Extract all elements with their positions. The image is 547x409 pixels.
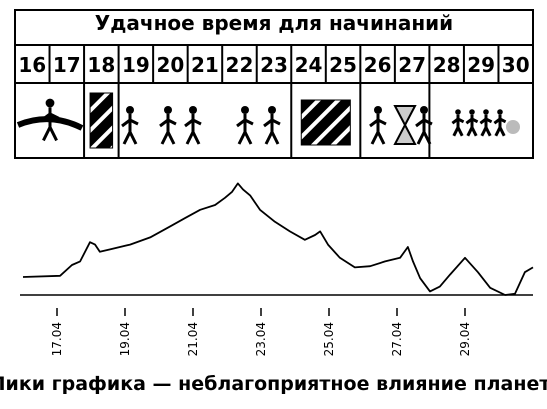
icon xyxy=(455,109,461,115)
icon xyxy=(465,114,479,137)
x-tick-label: 21.04 xyxy=(186,322,200,356)
icon xyxy=(415,114,433,145)
day-label: 22 xyxy=(226,53,254,77)
x-tick-label: 17.04 xyxy=(50,322,64,356)
x-tick-label: 29.04 xyxy=(458,322,472,356)
hatched-box xyxy=(300,99,351,146)
icon xyxy=(393,105,417,145)
icon xyxy=(451,114,465,137)
icon xyxy=(236,114,254,145)
x-tick-label: 25.04 xyxy=(322,322,336,356)
icon xyxy=(189,106,197,114)
day-label: 16 xyxy=(18,53,46,77)
icon xyxy=(479,114,493,137)
icon xyxy=(369,114,387,145)
day-label: 19 xyxy=(122,53,150,77)
icon xyxy=(45,98,55,108)
day-label: 28 xyxy=(433,53,461,77)
hatched-box xyxy=(89,92,114,149)
icon xyxy=(40,107,60,142)
table-title: Удачное время для начинаний xyxy=(95,11,453,35)
day-label: 29 xyxy=(467,53,495,77)
day-label: 25 xyxy=(329,53,357,77)
icon xyxy=(493,114,507,137)
day-label: 26 xyxy=(364,53,392,77)
icon xyxy=(263,114,281,145)
icon xyxy=(164,106,172,114)
icon xyxy=(469,109,475,115)
icon xyxy=(126,106,134,114)
x-tick-label: 27.04 xyxy=(390,322,404,356)
day-label: 21 xyxy=(191,53,219,77)
data-line xyxy=(22,182,534,296)
icon xyxy=(241,106,249,114)
icon xyxy=(184,114,202,145)
icon xyxy=(268,106,276,114)
icon xyxy=(374,106,382,114)
x-tick-label: 23.04 xyxy=(254,322,268,356)
day-label: 24 xyxy=(295,53,323,77)
day-label: 23 xyxy=(260,53,288,77)
icon xyxy=(483,109,489,115)
day-label: 17 xyxy=(53,53,81,77)
icon xyxy=(506,120,520,134)
day-label: 18 xyxy=(87,53,115,77)
icon xyxy=(121,114,139,145)
day-label: 27 xyxy=(398,53,426,77)
day-label: 30 xyxy=(502,53,530,77)
icon xyxy=(159,114,177,145)
icon xyxy=(420,106,428,114)
x-tick-label: 19.04 xyxy=(118,322,132,356)
caption: Пики графика — неблагоприятное влияние п… xyxy=(0,373,547,395)
icon xyxy=(497,109,503,115)
day-label: 20 xyxy=(156,53,184,77)
